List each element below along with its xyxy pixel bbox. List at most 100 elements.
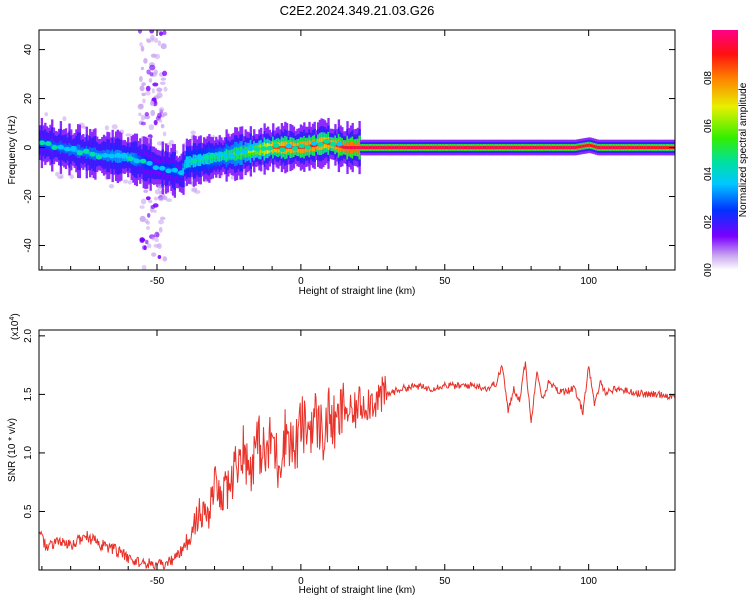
spectrogram-ridge-dot <box>272 143 280 148</box>
snr-ytick-label: 1.0 <box>23 446 34 460</box>
spectrogram-ridge-dot <box>51 145 58 151</box>
spectrogram-ridge-cell <box>600 146 603 150</box>
spectrogram-ridge-cell <box>553 146 556 150</box>
spectrogram-speckle <box>150 204 156 209</box>
spectrogram-ridge-dot <box>83 148 90 154</box>
spectrogram-speckle <box>140 114 146 121</box>
spectrogram-ridge-cell <box>272 146 275 150</box>
spectrogram-ridge-cell <box>512 146 515 150</box>
spectrogram-ridge-cell <box>593 144 596 148</box>
colorbar-gradient <box>712 30 738 270</box>
spectrogram-ridge-cell <box>558 146 562 150</box>
spectrogram-speckle <box>143 189 149 194</box>
spectrogram-speckle <box>150 34 155 41</box>
spectrogram-ridge-cell <box>165 167 168 170</box>
spectrogram-speckle <box>143 245 147 251</box>
spectrogram-ridge-cell <box>51 143 54 147</box>
spectrogram-ridge-cell <box>348 146 351 150</box>
spectrogram-ridge-cell <box>524 146 527 150</box>
spectrogram-speckle <box>144 111 149 117</box>
spectrogram-ridge-cell <box>311 144 315 148</box>
spectrogram-ridge-dot <box>285 143 292 149</box>
spectrogram-ridge-cell <box>648 146 651 150</box>
spectrogram-ridge-cell <box>541 146 544 150</box>
spectrogram-ridge-dot <box>247 146 254 152</box>
snr-multiplier-close: ) <box>10 313 21 316</box>
spectrogram-ridge-cell <box>382 146 385 150</box>
spectrogram-ridge-cell <box>538 146 541 150</box>
spectrogram-ridge-dot <box>76 150 84 156</box>
spectrogram-ridge-cell <box>465 146 468 150</box>
spectrogram-ridge-dot <box>228 153 235 159</box>
snr-multiplier: (x104) <box>9 313 21 340</box>
spectrogram-ridge-cell <box>389 146 392 150</box>
spectrogram-ridge-cell <box>234 152 237 156</box>
spectrogram-speckle <box>149 30 155 34</box>
spectrogram-speckle <box>146 243 152 249</box>
spectrogram-ridge-cell <box>373 146 377 150</box>
spectrogram-speckle <box>62 116 67 122</box>
spectrogram-ridge-cell <box>144 161 147 165</box>
spectrogram-ridge-cell <box>380 146 384 150</box>
spectrogram-speckle <box>162 131 167 137</box>
spectrogram-ridge-cell <box>645 146 648 150</box>
spectrogram-ridge-cell <box>387 146 391 150</box>
spectrogram-ridge-cell <box>379 146 382 150</box>
spectrogram-ridge-cell <box>434 146 437 150</box>
spectrogram-ridge-cell <box>315 143 318 147</box>
spectrogram-ridge-cell <box>636 146 639 150</box>
spectrogram-ridge-cell <box>612 146 615 150</box>
spectrogram-ridge-dot <box>209 152 216 158</box>
spectrogram-ridge-cell <box>532 146 536 150</box>
spectrogram-ridge-cell <box>584 144 587 148</box>
spectrogram-ridge-cell <box>391 146 394 150</box>
spectrogram-speckle <box>160 123 165 129</box>
spectrogram-ridge-cell <box>429 146 432 150</box>
spectrogram-ridge-cell <box>441 146 444 150</box>
spectrogram-speckle <box>153 119 158 126</box>
spectrogram-ridge-cell <box>667 146 670 150</box>
spectrogram-ridge-dot <box>89 151 96 157</box>
spectrogram-ridge-cell <box>646 146 650 150</box>
spectrogram-ridge-cell <box>413 146 417 150</box>
spectrogram-ridge-cell <box>491 146 494 150</box>
spectrogram-ridge-cell <box>443 146 446 150</box>
spectrogram-ridge-cell <box>615 146 619 150</box>
spectrogram-ridge-cell <box>213 156 216 160</box>
colorbar-tick-label: 0.4 <box>703 167 714 181</box>
snr-marks <box>39 361 675 570</box>
spectrogram-ridge-cell <box>444 146 448 150</box>
spectrogram-ridge-cell <box>475 146 479 150</box>
spectrogram-speckle <box>141 264 147 270</box>
spectrogram-ridge-cell <box>125 155 128 159</box>
spectrogram-ridge-cell <box>365 146 368 150</box>
spectrogram-ridge-cell <box>555 146 558 150</box>
spectrogram-ridge-cell <box>215 155 218 159</box>
spectrogram-ridge-cell <box>170 167 173 171</box>
spectrogram-ridge-cell <box>569 146 572 150</box>
snr-ytick-label: 2.0 <box>23 329 34 343</box>
spectrogram-ridge-cell <box>209 156 213 160</box>
spectrogram-ridge-cell <box>353 146 356 150</box>
spectrogram-ridge-cell <box>472 146 475 150</box>
figure-title: C2E2.2024.349.21.03.G26 <box>280 3 435 18</box>
spectrogram-ridge-cell <box>581 144 584 148</box>
spectrogram-ridge-dot <box>133 158 140 164</box>
spectrogram-ridge-dot <box>234 150 242 155</box>
spectrogram-ridge-cell <box>574 146 577 150</box>
spectrogram-ridge-cell <box>551 146 555 150</box>
spectrogram-ridge-dot <box>336 141 343 147</box>
spectrogram-ridge-cell <box>517 146 520 150</box>
spectrogram-ridge-cell <box>506 146 510 150</box>
spectrogram-speckle <box>139 85 145 92</box>
spectrogram-ridge-cell <box>598 146 601 150</box>
svg-text:(x104): (x104) <box>9 313 21 340</box>
spectrogram-speckle <box>125 133 132 137</box>
snr-axes: -50 0 50 100 0.5 1.0 1.5 2.0 <box>23 329 676 587</box>
spectrogram-ridge-cell <box>624 146 627 150</box>
spectrogram-xtick-label: -50 <box>150 276 165 287</box>
spectrogram-speckle <box>160 43 167 50</box>
spectrogram-ridge-cell <box>608 146 612 150</box>
spectrogram-speckle <box>138 75 143 83</box>
spectrogram-ridge-cell <box>629 146 632 150</box>
